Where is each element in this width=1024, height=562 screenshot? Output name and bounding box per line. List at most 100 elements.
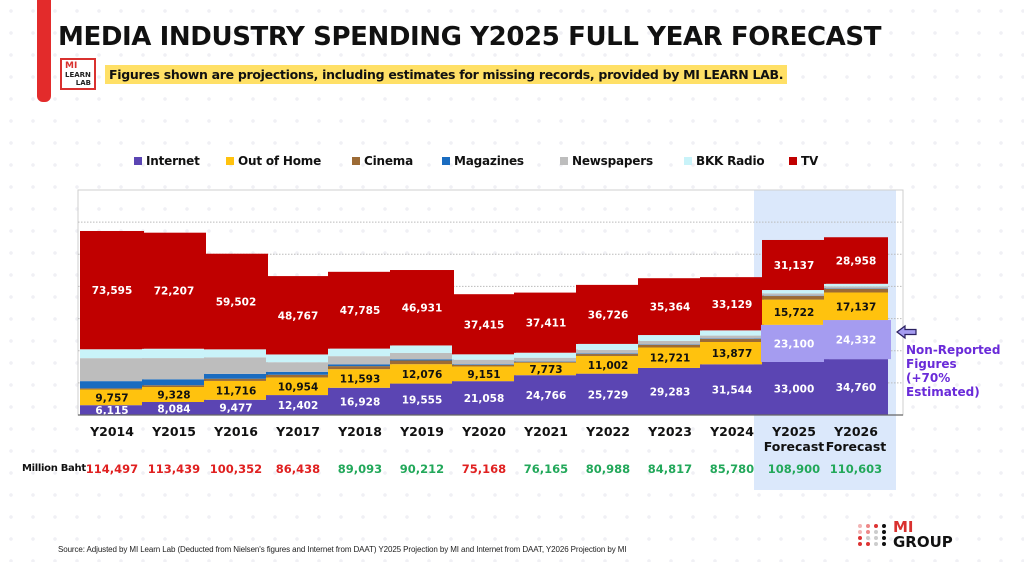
data-label: 11,593: [340, 373, 381, 385]
bar-segment-out-of-home: [204, 380, 268, 400]
bar-segment-bkk-radio: [328, 348, 392, 357]
x-tick-label: Y2018: [337, 424, 382, 439]
bar-segment-tv: [452, 294, 516, 355]
total-label: 84,817: [648, 462, 692, 476]
data-label: 8,084: [157, 404, 190, 416]
bar-segment-bkk-radio: [762, 290, 826, 294]
bar-segment-internet: [80, 405, 144, 415]
data-label: 16,928: [340, 396, 381, 408]
data-label: 31,137: [774, 260, 815, 272]
logo-line-2: LEARN: [65, 71, 91, 79]
legend-item-bkk-radio: BKK Radio: [684, 154, 789, 168]
data-label: 31,544: [712, 385, 753, 397]
annotation-line-2: Figures: [906, 357, 957, 371]
brand-mi: MI: [893, 518, 914, 536]
bar-segment-internet: [576, 373, 640, 415]
total-label: 80,988: [586, 462, 630, 476]
bar-segment-cinema: [204, 378, 268, 381]
legend-label: BKK Radio: [696, 154, 765, 168]
data-label: 6,115: [95, 405, 128, 417]
x-tick-label: Y2025: [771, 424, 816, 439]
data-label: 17,137: [836, 301, 877, 313]
bar-segment-cinema: [142, 385, 206, 388]
dots-logo-icon: [858, 524, 887, 546]
data-label: 25,729: [588, 389, 629, 401]
bar-segment-internet: [390, 383, 454, 415]
bar-segment-out-of-home: [638, 347, 702, 368]
bar-segment-newspapers: [576, 349, 640, 354]
bar-segment-tv: [266, 276, 330, 355]
data-label: 12,076: [402, 369, 443, 381]
data-label: 47,785: [340, 305, 381, 317]
legend-label: Out of Home: [238, 154, 322, 168]
data-label: 13,877: [712, 348, 753, 360]
bar-segment-cinema: [328, 366, 392, 370]
chart-legend: Internet Out of Home Cinema Magazines Newspa…: [134, 154, 819, 168]
bar-segment-magazines: [390, 359, 454, 361]
data-label: 34,760: [836, 382, 877, 394]
bar-segment-cinema: [266, 374, 330, 378]
data-label: 33,000: [774, 383, 815, 395]
bar-segment-magazines: [328, 364, 392, 367]
bar-segment-tv: [142, 232, 206, 349]
bar-segment-out-of-home: [824, 292, 888, 321]
brand-group: GROUP: [893, 533, 953, 551]
bar-segment-cinema: [762, 296, 826, 300]
legend-label: Magazines: [454, 154, 524, 168]
bar-segment-newspapers: [328, 356, 392, 365]
legend-item-newspapers: Newspapers: [560, 154, 684, 168]
data-label: 35,364: [650, 302, 691, 314]
bar-segment-cinema: [452, 364, 516, 367]
bar-segment-magazines: [266, 371, 330, 375]
bar-segment-magazines: [452, 364, 516, 365]
bar-segment-internet: [762, 361, 826, 415]
bar-segment-internet: [514, 375, 578, 415]
x-tick-label: Y2014: [89, 424, 134, 439]
bar-segment-out-of-home: [390, 364, 454, 384]
x-tick-label: Y2016: [213, 424, 258, 439]
legend-item-cinema: Cinema: [352, 154, 442, 168]
x-tick-label: Y2020: [461, 424, 506, 439]
bar-segment-internet: [452, 381, 516, 415]
x-tick-label: Y2017: [275, 424, 320, 439]
bar-segment-internet: [142, 402, 206, 415]
bar-segment-newspapers: [390, 352, 454, 360]
bar-segment-out-of-home: [700, 342, 764, 365]
data-label: 37,415: [464, 319, 505, 331]
data-label: 33,129: [712, 299, 753, 311]
bar-segment-bkk-radio: [142, 348, 206, 359]
total-label: 86,438: [276, 462, 320, 476]
bar-segment-bkk-radio: [638, 335, 702, 341]
data-label: 21,058: [464, 393, 505, 405]
data-label: 9,757: [95, 392, 128, 404]
total-label: 114,497: [86, 462, 138, 476]
bar-segment-bkk-radio: [576, 343, 640, 350]
bar-segment-tv: [824, 237, 888, 284]
bar-segment-magazines: [142, 379, 206, 386]
subtitle-banner: Figures shown are projections, including…: [105, 65, 788, 84]
total-label: 110,603: [830, 462, 882, 476]
legend-swatch: [560, 157, 568, 165]
bar-segment-bkk-radio: [700, 330, 764, 336]
total-label: 85,780: [710, 462, 754, 476]
bar-segment-internet: [700, 364, 764, 415]
data-label: 9,328: [157, 390, 190, 402]
data-label: 12,721: [650, 353, 691, 365]
data-label: 72,207: [154, 286, 195, 298]
bar-segment-bkk-radio: [824, 283, 888, 287]
bar-segment-newspapers: [266, 362, 330, 372]
bar-segment-newspapers: [514, 357, 578, 362]
bar-segment-cinema: [638, 344, 702, 348]
data-label: 24,766: [526, 390, 567, 402]
logo-line-1: MI: [65, 61, 78, 71]
bar-segment-newspapers: [824, 286, 888, 289]
data-label: 12,402: [278, 400, 319, 412]
bar-segment-magazines: [204, 373, 268, 379]
bar-segment-tv: [700, 277, 764, 331]
bar-segment-out-of-home: [142, 387, 206, 403]
bar-segment-newspapers: [204, 357, 268, 374]
x-tick-label: Y2021: [523, 424, 568, 439]
bar-segment-out-of-home: [328, 369, 392, 388]
total-label: 89,093: [338, 462, 382, 476]
non-reported-annotation: Non-Reported Figures (+70% Estimated): [906, 343, 1024, 399]
